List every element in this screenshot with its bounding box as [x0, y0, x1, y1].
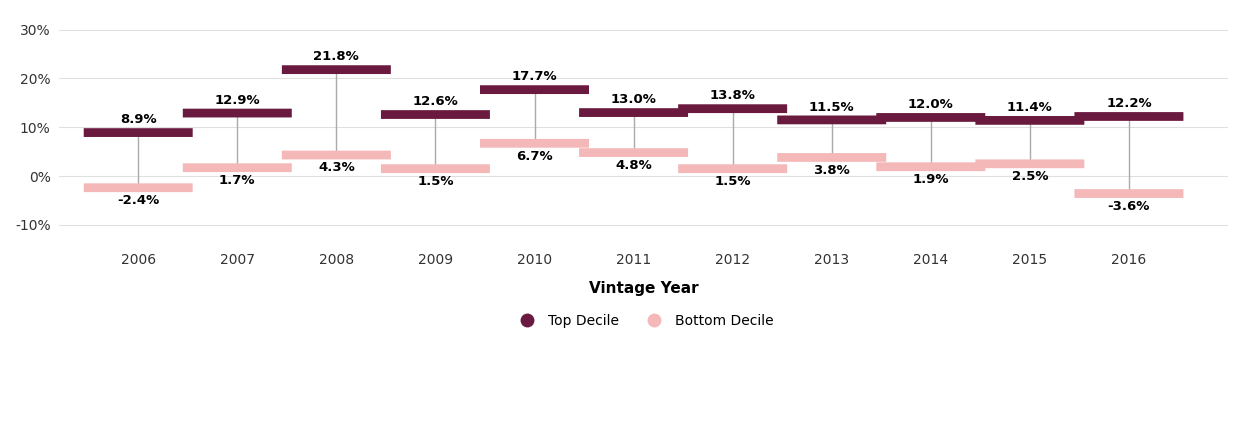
Text: 1.5%: 1.5%: [418, 175, 454, 188]
Text: 1.9%: 1.9%: [912, 173, 950, 186]
FancyBboxPatch shape: [976, 116, 1084, 125]
Text: 4.3%: 4.3%: [318, 161, 354, 174]
FancyBboxPatch shape: [380, 164, 490, 173]
FancyBboxPatch shape: [83, 183, 193, 192]
FancyBboxPatch shape: [480, 139, 589, 148]
FancyBboxPatch shape: [876, 162, 986, 171]
Text: 13.8%: 13.8%: [710, 89, 756, 102]
FancyBboxPatch shape: [183, 109, 292, 118]
Text: 4.8%: 4.8%: [615, 159, 651, 172]
X-axis label: Vintage Year: Vintage Year: [589, 280, 699, 296]
FancyBboxPatch shape: [679, 104, 787, 113]
FancyBboxPatch shape: [876, 113, 986, 122]
Text: 12.6%: 12.6%: [413, 95, 459, 108]
Text: 11.5%: 11.5%: [809, 101, 854, 113]
Text: 13.0%: 13.0%: [610, 93, 656, 106]
FancyBboxPatch shape: [380, 110, 490, 119]
Text: 12.9%: 12.9%: [215, 94, 260, 107]
FancyBboxPatch shape: [480, 85, 589, 94]
FancyBboxPatch shape: [1074, 112, 1183, 121]
Text: -2.4%: -2.4%: [117, 194, 159, 207]
Text: 2.5%: 2.5%: [1012, 170, 1048, 183]
Text: 17.7%: 17.7%: [512, 70, 557, 83]
Text: 12.2%: 12.2%: [1106, 97, 1152, 110]
FancyBboxPatch shape: [777, 115, 886, 124]
FancyBboxPatch shape: [282, 151, 390, 159]
FancyBboxPatch shape: [282, 65, 390, 74]
FancyBboxPatch shape: [579, 108, 689, 117]
Text: -3.6%: -3.6%: [1108, 200, 1150, 213]
FancyBboxPatch shape: [976, 159, 1084, 168]
Text: 12.0%: 12.0%: [907, 98, 953, 111]
Text: 6.7%: 6.7%: [516, 150, 553, 163]
FancyBboxPatch shape: [679, 164, 787, 173]
Text: 21.8%: 21.8%: [313, 50, 359, 63]
FancyBboxPatch shape: [183, 163, 292, 172]
Text: 1.7%: 1.7%: [219, 174, 256, 187]
Text: 11.4%: 11.4%: [1007, 101, 1053, 114]
FancyBboxPatch shape: [83, 128, 193, 137]
FancyBboxPatch shape: [777, 153, 886, 162]
FancyBboxPatch shape: [579, 148, 689, 157]
Legend: Top Decile, Bottom Decile: Top Decile, Bottom Decile: [508, 308, 779, 334]
Text: 3.8%: 3.8%: [813, 164, 850, 177]
Text: 8.9%: 8.9%: [119, 113, 157, 126]
FancyBboxPatch shape: [1074, 189, 1183, 198]
Text: 1.5%: 1.5%: [715, 175, 751, 188]
